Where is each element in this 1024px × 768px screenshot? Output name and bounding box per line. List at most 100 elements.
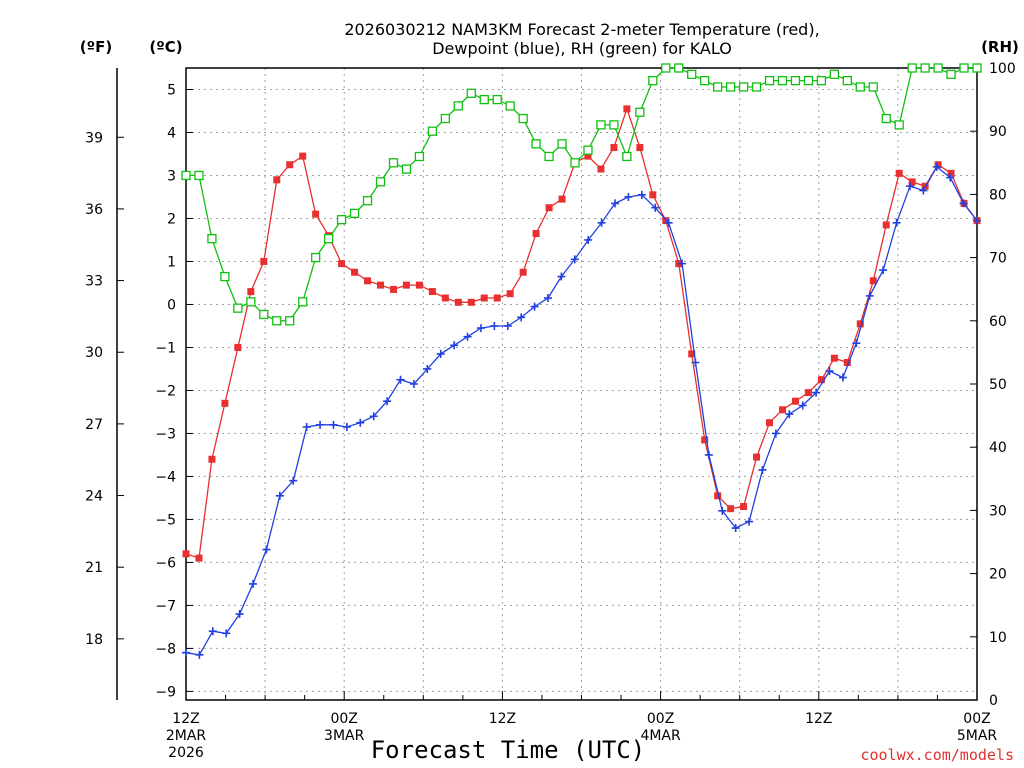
x-tick-label: 3MAR — [324, 728, 365, 744]
data-point — [558, 195, 566, 203]
data-point — [751, 82, 762, 92]
data-point — [259, 309, 269, 320]
data-point — [441, 294, 449, 302]
fahrenheit-unit-label: (ºF) — [80, 38, 112, 56]
data-point — [738, 82, 749, 92]
data-point — [766, 419, 774, 427]
fahrenheit-tick-label: 21 — [85, 560, 103, 576]
data-point — [490, 321, 499, 330]
data-point — [329, 420, 338, 429]
celsius-tick-label: 4 — [167, 125, 176, 141]
data-point — [932, 162, 941, 171]
data-point — [375, 177, 386, 187]
data-point — [946, 173, 955, 182]
data-point — [415, 281, 423, 289]
data-point — [855, 82, 865, 92]
fahrenheit-tick-label: 33 — [85, 274, 103, 290]
data-point — [597, 218, 606, 227]
data-point — [517, 313, 526, 322]
data-point — [262, 545, 271, 554]
rh-tick-label: 90 — [989, 124, 1007, 140]
data-point — [946, 69, 956, 79]
chart-title-line1: 2026030212 NAM3KM Forecast 2-meter Tempe… — [344, 20, 819, 39]
data-point — [920, 63, 930, 73]
data-point — [557, 139, 567, 149]
data-point — [701, 436, 709, 444]
data-point — [440, 113, 450, 124]
data-point — [570, 158, 580, 168]
data-point — [713, 82, 723, 92]
data-point — [852, 339, 861, 348]
data-point — [454, 298, 462, 306]
x-tick-label: 12Z — [489, 711, 516, 727]
data-point — [336, 215, 347, 225]
fahrenheit-tick-label: 24 — [85, 489, 103, 505]
data-point — [222, 629, 231, 638]
data-point — [959, 199, 968, 208]
data-point — [402, 281, 410, 289]
data-point — [467, 298, 475, 306]
data-point — [934, 161, 942, 169]
data-point — [905, 182, 914, 191]
x-tick-label: 5MAR — [957, 728, 998, 744]
data-point — [506, 290, 514, 298]
data-point — [830, 354, 838, 362]
rh-tick-label: 40 — [989, 440, 1007, 456]
axes: −9 −8 −7 −6 −5 −4 −3 −2 −1 0 1 2 3 4 5 18 21 24 27 30 33 36 39… — [85, 61, 1016, 761]
data-point — [323, 233, 334, 244]
data-point — [289, 476, 298, 485]
data-point — [311, 252, 321, 263]
data-point — [798, 401, 807, 410]
data-point — [436, 349, 445, 358]
series-1 — [182, 105, 981, 562]
data-point — [285, 316, 295, 326]
data-point — [530, 302, 539, 311]
credit-label: coolwx.com/models — [860, 746, 1014, 764]
data-point — [260, 257, 268, 265]
data-point — [195, 554, 203, 562]
rh-tick-label: 20 — [989, 567, 1007, 583]
data-point — [316, 420, 325, 429]
data-point — [428, 288, 436, 296]
data-point — [662, 217, 670, 225]
data-point — [450, 341, 459, 350]
rh-tick-label: 60 — [989, 314, 1007, 330]
data-point — [651, 203, 660, 212]
data-point — [383, 397, 392, 406]
x-tick-label: 12Z — [172, 711, 199, 727]
data-point — [302, 422, 311, 431]
celsius-tick-label: −6 — [155, 555, 176, 571]
celsius-tick-label: −8 — [155, 641, 176, 657]
data-point — [596, 120, 606, 130]
data-point — [532, 230, 540, 238]
data-point — [879, 266, 888, 275]
data-point — [423, 364, 432, 373]
data-point — [195, 650, 204, 659]
data-point — [545, 204, 553, 212]
data-point — [401, 164, 412, 174]
data-point — [396, 375, 405, 384]
rh-tick-label: 0 — [989, 693, 998, 709]
data-point — [674, 63, 684, 73]
data-point — [409, 380, 418, 388]
data-point — [947, 169, 955, 177]
data-point — [389, 285, 397, 293]
data-point — [895, 169, 903, 177]
data-point — [649, 191, 657, 199]
data-point — [856, 320, 864, 328]
data-point — [973, 216, 981, 225]
data-point — [623, 105, 631, 113]
x-tick-label: 12Z — [805, 711, 832, 727]
data-point — [503, 321, 512, 330]
data-point — [803, 75, 814, 86]
fahrenheit-tick-label: 18 — [85, 632, 103, 648]
rh-tick-label: 100 — [989, 61, 1016, 77]
data-point — [273, 176, 281, 184]
series-3 — [181, 63, 982, 326]
data-point — [907, 63, 917, 73]
data-point — [249, 579, 258, 588]
celsius-tick-label: −7 — [155, 598, 176, 614]
data-point — [557, 272, 566, 281]
data-point — [299, 152, 307, 160]
x-tick-label: 2MAR — [166, 728, 207, 744]
